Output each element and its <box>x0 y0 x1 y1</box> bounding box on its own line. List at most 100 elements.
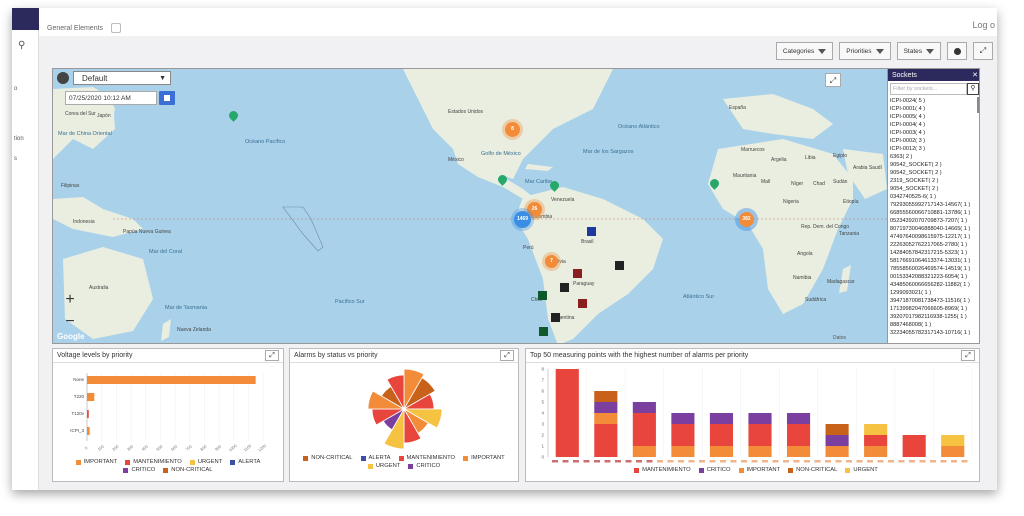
socket-item[interactable]: 43485060066656282-11882( 1 ) <box>890 282 970 288</box>
map-cluster[interactable]: 1469 <box>514 211 531 228</box>
socket-item[interactable]: 58176691064613374-13031( 1 ) <box>890 258 971 264</box>
legend-item[interactable]: URGENT <box>189 459 222 465</box>
legend-item[interactable]: IMPORTANT <box>463 455 505 461</box>
map-view[interactable]: Default ▼ 07/25/2020 10:12 AM Corea del … <box>52 68 980 344</box>
socket-item[interactable]: 1299093021( 1 ) <box>890 290 932 296</box>
view-select[interactable]: Default ▼ <box>73 71 171 85</box>
legend-item[interactable]: NON-CRITICAL <box>163 467 213 473</box>
bar-segment[interactable] <box>555 369 579 457</box>
voltage-expand-button[interactable]: ⤢ <box>265 350 279 361</box>
socket-item[interactable]: 79293055992717143-14567( 1 ) <box>890 202 971 208</box>
socket-item[interactable]: ICPI-0005( 4 ) <box>890 114 926 120</box>
nav-fragment-3[interactable]: s <box>14 156 17 162</box>
bar[interactable] <box>87 376 256 384</box>
socket-item[interactable]: 90542_SOCKET( 2 ) <box>890 162 942 168</box>
bar-segment[interactable] <box>825 424 849 435</box>
bar[interactable] <box>87 410 89 418</box>
socket-item[interactable]: 32234055782317143-10716( 1 ) <box>890 330 971 336</box>
socket-item[interactable]: 90542_SOCKET( 2 ) <box>890 170 942 176</box>
legend-item[interactable]: URGENT <box>845 467 878 473</box>
legend-item[interactable]: ALERTA <box>360 455 391 461</box>
map-cluster[interactable]: 8 <box>505 122 520 137</box>
bar-segment[interactable] <box>864 424 888 435</box>
legend-item[interactable]: CRITICO <box>698 467 731 473</box>
bar-segment[interactable] <box>632 413 656 446</box>
bar-segment[interactable] <box>671 446 695 457</box>
legend-item[interactable]: MANTENIMIENTO <box>125 459 182 465</box>
map-cluster[interactable]: 26 <box>527 202 542 217</box>
map-cluster[interactable]: 7 <box>545 255 558 268</box>
socket-item[interactable]: 39207017982116938-1255( 1 ) <box>890 314 967 320</box>
search-icon[interactable]: ⚲ <box>18 40 26 51</box>
bar-segment[interactable] <box>594 402 618 413</box>
legend-item[interactable]: IMPORTANT <box>738 467 780 473</box>
pie-slice[interactable] <box>367 390 406 410</box>
pie-slice[interactable] <box>402 408 443 429</box>
categories-filter-button[interactable]: Categories <box>775 42 834 60</box>
socket-item[interactable]: ICPI-0012( 3 ) <box>890 146 926 152</box>
map-expand-button[interactable]: ⤢ <box>825 73 841 87</box>
socket-item[interactable]: 78558560026469574-14519( 1 ) <box>890 266 971 272</box>
logout-link[interactable]: Log o <box>972 20 995 30</box>
close-icon[interactable]: ✕ <box>972 72 978 79</box>
socket-item[interactable]: 9054_SOCKET( 2 ) <box>890 186 939 192</box>
fullscreen-button[interactable]: ⤢ <box>973 42 993 60</box>
top50-expand-button[interactable]: ⤢ <box>961 350 975 361</box>
zoom-out-button[interactable]: − <box>65 313 75 330</box>
bar-segment[interactable] <box>748 446 772 457</box>
legend-item[interactable]: NON-CRITICAL <box>788 467 837 473</box>
bar-segment[interactable] <box>671 413 695 424</box>
legend-item[interactable]: MANTENIMIENTO <box>634 467 691 473</box>
nav-fragment-1[interactable]: o <box>14 86 18 92</box>
map-cluster[interactable]: 382 <box>739 212 754 227</box>
socket-item[interactable]: 00153342088321223-6054( 1 ) <box>890 274 968 280</box>
legend-item[interactable]: CRITICO <box>123 467 155 473</box>
search-icon[interactable]: ⚲ <box>967 83 979 95</box>
bar-segment[interactable] <box>709 413 734 424</box>
socket-item[interactable]: ICPI-0001( 4 ) <box>890 106 926 112</box>
socket-item[interactable]: 0342740525-6( 1 ) <box>890 194 937 200</box>
bar-segment[interactable] <box>825 435 849 446</box>
brand-logo[interactable] <box>12 8 39 30</box>
pie-slice[interactable] <box>383 407 405 450</box>
pin-toggle-button[interactable] <box>947 42 967 60</box>
socket-item[interactable]: 66855560066710881-13786( 1 ) <box>890 210 971 216</box>
bar-segment[interactable] <box>748 413 772 424</box>
bar-segment[interactable] <box>786 446 811 457</box>
pie-slice[interactable] <box>402 377 436 411</box>
bar-segment[interactable] <box>748 424 772 446</box>
socket-item[interactable]: 6363( 2 ) <box>890 154 913 160</box>
socket-item[interactable]: 47497640098615975-12217( 1 ) <box>890 234 971 240</box>
bar-segment[interactable] <box>709 424 734 446</box>
socket-item[interactable]: ICPI-0004( 4 ) <box>890 122 926 128</box>
legend-item[interactable]: URGENT <box>367 463 400 469</box>
socket-item[interactable]: 22263052762217065-2780( 1 ) <box>890 242 968 248</box>
alarms-expand-button[interactable]: ⤢ <box>500 350 514 361</box>
bar-segment[interactable] <box>594 413 618 424</box>
map-marker[interactable] <box>538 291 547 300</box>
socket-item[interactable]: 80719730046888040-14665( 1 ) <box>890 226 971 232</box>
pie-slice[interactable] <box>386 374 405 411</box>
bar-segment[interactable] <box>864 435 888 446</box>
bar-segment[interactable] <box>864 446 888 457</box>
bar[interactable] <box>87 427 90 435</box>
socket-item[interactable]: 05234392070709873-7207( 1 ) <box>890 218 968 224</box>
bar-segment[interactable] <box>671 424 695 446</box>
legend-item[interactable]: IMPORTANT <box>75 459 117 465</box>
bar-segment[interactable] <box>594 424 618 457</box>
bar-segment[interactable] <box>902 435 926 457</box>
map-marker[interactable] <box>560 283 569 292</box>
bar-segment[interactable] <box>786 413 811 424</box>
socket-item[interactable]: ICPI-0003( 4 ) <box>890 130 926 136</box>
legend-item[interactable]: ALERTA <box>230 459 260 465</box>
sockets-scrollbar[interactable] <box>977 97 979 113</box>
date-input[interactable]: 07/25/2020 10:12 AM <box>65 91 157 105</box>
bar-segment[interactable] <box>825 446 849 457</box>
socket-item[interactable]: 39471870081738473-11516( 1 ) <box>890 298 970 304</box>
socket-item[interactable]: 8887468008( 1 ) <box>890 322 932 328</box>
socket-item[interactable]: ICPI-0024( 5 ) <box>890 98 926 104</box>
zoom-in-button[interactable]: + <box>65 291 75 308</box>
bar-segment[interactable] <box>632 446 656 457</box>
map-marker[interactable] <box>551 313 560 322</box>
map-marker[interactable] <box>615 261 624 270</box>
